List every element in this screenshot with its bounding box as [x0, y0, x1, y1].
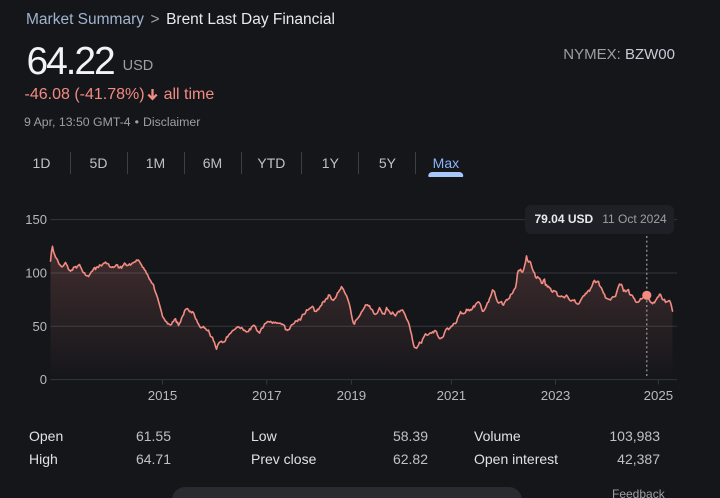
y-axis-label-100: 100: [25, 265, 47, 280]
change-period-label: all time: [163, 86, 215, 103]
tab-6m[interactable]: 6M: [185, 148, 241, 177]
tab-label: 6M: [202, 154, 223, 171]
stat-open: Open 61.55: [29, 428, 171, 445]
stat-volume: Volume 103,983: [474, 428, 660, 445]
tooltip-price: 79.04 USD: [534, 212, 594, 227]
tab-divider: [301, 151, 303, 174]
tab-label: 1Y: [321, 154, 339, 171]
stat-high: High 64.71: [29, 451, 171, 468]
tab-1m[interactable]: 1M: [128, 148, 184, 177]
current-price: 64.22: [26, 39, 116, 83]
tab-label: 1M: [145, 154, 166, 171]
tab-divider: [183, 151, 185, 174]
stat-label: High: [29, 450, 58, 467]
arrow-down-icon-path: [147, 88, 158, 101]
stat-low: Low 58.39: [251, 428, 428, 445]
tab-divider: [240, 151, 242, 174]
currency-label: USD: [122, 58, 154, 74]
arrow-down-icon: [147, 87, 158, 107]
exchange-ticker: NYMEX: BZW00: [563, 46, 675, 63]
y-axis-label-50: 50: [33, 319, 47, 334]
ticker-symbol: BZW00: [624, 46, 675, 63]
stat-open-interest: Open interest 42,387: [474, 451, 660, 468]
stat-label: Open: [29, 428, 64, 445]
tab-divider: [69, 151, 71, 174]
y-axis-label-150: 150: [25, 212, 47, 227]
x-axis-label-2019: 2019: [337, 388, 367, 403]
crosshair-marker: [642, 290, 652, 300]
stat-label: Prev close: [251, 450, 317, 467]
active-tab-underline: [428, 172, 464, 177]
bullet-separator: •: [134, 115, 139, 129]
breadcrumb-current: Brent Last Day Financial: [166, 10, 335, 28]
tab-divider: [126, 151, 128, 174]
breadcrumb-link-market-summary[interactable]: Market Summary: [26, 10, 144, 28]
tab-divider: [358, 151, 360, 174]
tab-ytd[interactable]: YTD: [242, 148, 302, 177]
tooltip-date: 11 Oct 2024: [602, 212, 667, 227]
price-row: 64.22 USD: [27, 42, 154, 81]
range-tabs: 1D 5D 1M 6M YTD 1Y 5Y Max: [14, 148, 476, 177]
tab-label: YTD: [257, 154, 286, 171]
stat-label: Volume: [474, 428, 521, 445]
timestamp-text: 9 Apr, 13:50 GMT-4: [24, 115, 131, 129]
breadcrumb-separator: >: [150, 10, 160, 28]
tab-1y[interactable]: 1Y: [302, 148, 358, 177]
disclaimer-link[interactable]: Disclaimer: [142, 115, 201, 129]
price-change-row: -46.08 (-41.78%) all time: [25, 85, 215, 107]
stat-value: 103,983: [609, 428, 660, 445]
stat-value: 42,387: [617, 450, 660, 467]
tab-label: 1D: [32, 154, 51, 171]
bottom-search-pill[interactable]: [172, 487, 522, 498]
x-axis-label-2017: 2017: [252, 388, 282, 403]
stat-value: 61.55: [135, 428, 171, 445]
price-chart[interactable]: 0 50 100 150 2015 2017 2019 2021 2023 2025: [0, 195, 720, 410]
x-axis-label-2015: 2015: [148, 388, 178, 403]
arrow-down-icon-svg: [147, 88, 158, 101]
stat-label: Open interest: [474, 450, 559, 467]
quote-timestamp-row: 9 Apr, 13:50 GMT-4 • Disclaimer: [24, 116, 200, 129]
chart-tooltip: 79.04 USD 11 Oct 2024: [524, 205, 674, 234]
x-axis-label-2021: 2021: [437, 388, 467, 403]
price-line: [49, 245, 674, 350]
stat-value: 64.71: [135, 450, 171, 467]
tab-1d[interactable]: 1D: [14, 148, 70, 177]
y-axis-label-0: 0: [40, 372, 47, 387]
tab-label: 5Y: [378, 154, 396, 171]
stat-value: 58.39: [392, 428, 428, 445]
x-axis-label-2025: 2025: [644, 388, 674, 403]
price-change-value: -46.08 (-41.78%): [24, 86, 145, 103]
tab-label: Max: [432, 154, 460, 171]
exchange-name: NYMEX:: [563, 46, 621, 63]
tab-divider: [415, 151, 417, 174]
breadcrumb: Market Summary > Brent Last Day Financial: [26, 11, 335, 28]
stat-value: 62.82: [392, 450, 428, 467]
stat-prev-close: Prev close 62.82: [251, 451, 428, 468]
stat-label: Low: [251, 428, 277, 445]
feedback-link[interactable]: Feedback: [612, 487, 665, 498]
x-axis-label-2023: 2023: [541, 388, 571, 403]
tab-5y[interactable]: 5Y: [359, 148, 415, 177]
tab-max[interactable]: Max: [416, 148, 475, 177]
tab-label: 5D: [89, 154, 108, 171]
tab-5d[interactable]: 5D: [71, 148, 127, 177]
